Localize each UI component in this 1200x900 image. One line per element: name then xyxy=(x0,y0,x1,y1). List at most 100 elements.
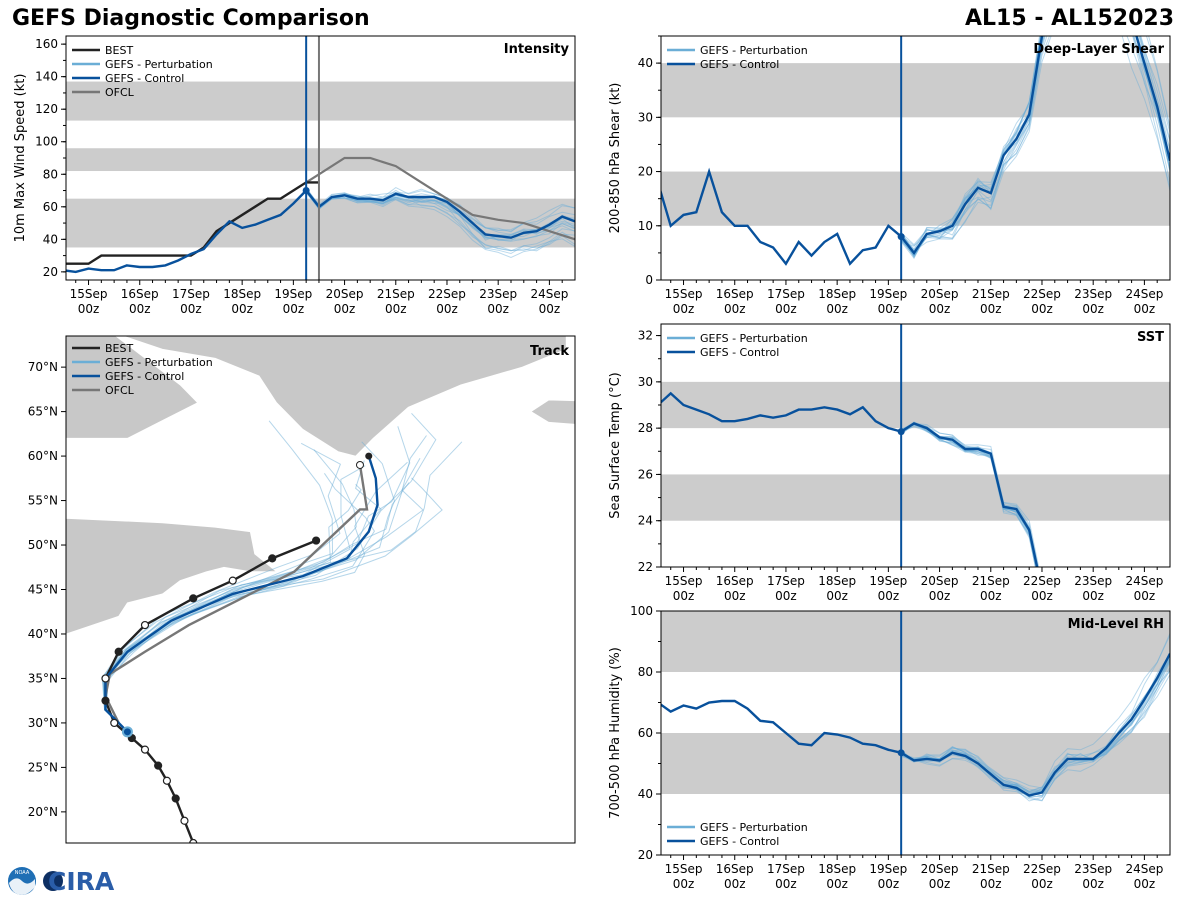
rh-xtick-day: 15Sep xyxy=(665,862,703,876)
track-init-point xyxy=(121,726,133,738)
sst-ytick-label: 24 xyxy=(638,514,653,528)
track-legend-label-perturbation: GEFS - Perturbation xyxy=(105,356,213,369)
rh-xtick-day: 24Sep xyxy=(1125,862,1163,876)
sst-xtick-day: 19Sep xyxy=(869,574,907,588)
shear-xtick-day: 21Sep xyxy=(972,287,1010,301)
shear-xtick-day: 19Sep xyxy=(869,287,907,301)
intensity-xtick-day: 20Sep xyxy=(326,287,364,301)
rh-perturbation-member-7 xyxy=(900,652,1170,798)
sst-xtick-day: 16Sep xyxy=(716,574,754,588)
track-best-point xyxy=(171,794,180,803)
shear-xtick-day: 20Sep xyxy=(921,287,959,301)
track-lat-label: 60°N xyxy=(28,449,58,463)
shear-ytick-label: 20 xyxy=(638,165,653,179)
track-lat-label: 20°N xyxy=(28,805,58,819)
rh-perturbation-member-5 xyxy=(900,657,1170,792)
intensity-ytick-label: 20 xyxy=(43,265,58,279)
rh-control-line xyxy=(661,653,1170,797)
track-best-point xyxy=(101,696,110,705)
track-best-point xyxy=(162,776,172,785)
sst-ytick-label: 26 xyxy=(638,467,653,481)
intensity-xtick-day: 24Sep xyxy=(530,287,568,301)
rh-perturbation-member-9 xyxy=(901,659,1170,802)
rh-init-dot xyxy=(897,749,905,757)
intensity-xtick-day: 19Sep xyxy=(274,287,312,301)
rh-ylabel: 700-500 hPa Humidity (%) xyxy=(608,647,623,819)
track-best-point xyxy=(101,674,110,683)
track-panel: 20°N 25°N 30°N 35°N 40°N 45°N 50°N 55°N 60°N 65°N… xyxy=(28,335,595,844)
noaa-logo-text: NOAA xyxy=(15,870,30,876)
rh-xtick-hour: 00z xyxy=(1082,877,1104,891)
shear-xtick-day: 24Sep xyxy=(1125,287,1163,301)
track-plot-area xyxy=(66,336,595,843)
shear-perturbation-member-15 xyxy=(901,36,1170,247)
shear-title: Deep-Layer Shear xyxy=(1033,42,1164,57)
shear-ytick-label: 30 xyxy=(638,110,653,124)
sst-xtick-hour: 00z xyxy=(1082,589,1104,603)
shear-ylabel: 200-850 hPa Shear (kt) xyxy=(608,83,623,234)
sst-xtick-hour: 00z xyxy=(826,589,848,603)
shear-perturbation-member-14 xyxy=(900,36,1170,252)
shear-perturbation-member-16 xyxy=(900,36,1170,257)
track-lat-label: 40°N xyxy=(28,627,58,641)
track-lat-label: 45°N xyxy=(28,583,58,597)
sst-xtick-hour: 00z xyxy=(775,589,797,603)
rh-perturbation-member-14 xyxy=(900,657,1170,793)
sst-ytick-label: 22 xyxy=(638,560,653,574)
track-best-point xyxy=(114,647,123,656)
shear-perturbation-member-12 xyxy=(900,36,1170,260)
sst-band-0 xyxy=(661,474,1170,521)
rh-ytick-label: 60 xyxy=(638,726,653,740)
intensity-legend-label-control: GEFS - Control xyxy=(105,72,184,85)
shear-xtick-hour: 00z xyxy=(929,302,951,316)
sst-xtick-day: 22Sep xyxy=(1023,574,1061,588)
rh-perturbation-member-3 xyxy=(901,660,1170,802)
shear-band-1 xyxy=(661,63,1170,118)
rh-perturbation-member-6 xyxy=(900,674,1170,792)
track-perturbation-member-13 xyxy=(104,473,375,733)
track-title: Track xyxy=(530,344,569,359)
rh-xtick-day: 23Sep xyxy=(1074,862,1112,876)
shear-xtick-hour: 00z xyxy=(1134,302,1156,316)
intensity-legend-label-best: BEST xyxy=(105,44,133,57)
intensity-xtick-hour: 00z xyxy=(334,302,356,316)
track-lat-label: 35°N xyxy=(28,671,58,685)
intensity-xtick-hour: 00z xyxy=(231,302,253,316)
rh-ytick-label: 20 xyxy=(638,848,653,862)
intensity-ofcl-line xyxy=(305,156,575,241)
rh-xtick-hour: 00z xyxy=(980,877,1002,891)
shear-legend-label-perturbation: GEFS - Perturbation xyxy=(700,44,808,57)
island-2 xyxy=(590,696,595,701)
sst-init-dot xyxy=(897,428,905,436)
intensity-ytick-label: 160 xyxy=(35,37,58,51)
rh-perturbation-member-0 xyxy=(901,655,1170,792)
intensity-xtick-hour: 00z xyxy=(129,302,151,316)
track-legend-label-best: BEST xyxy=(105,342,133,355)
track-legend-label-control: GEFS - Control xyxy=(105,370,184,383)
shear-ytick-label: 0 xyxy=(645,273,653,287)
intensity-perturbation-member-5 xyxy=(305,189,575,241)
intensity-legend-label-ofcl: OFCL xyxy=(105,86,135,99)
shear-xtick-hour: 00z xyxy=(878,302,900,316)
shear-xtick-hour: 00z xyxy=(673,302,695,316)
iceland-landmass xyxy=(530,399,575,425)
intensity-perturbation-member-0 xyxy=(305,190,575,240)
noaa-wave-shape xyxy=(9,878,35,895)
intensity-xtick-hour: 00z xyxy=(487,302,509,316)
intensity-perturbation-member-12 xyxy=(305,190,575,251)
intensity-init-dot xyxy=(302,187,310,195)
intensity-xtick-hour: 00z xyxy=(78,302,100,316)
sst-perturbation-member-5 xyxy=(900,422,1036,567)
shear-xtick-hour: 00z xyxy=(1031,302,1053,316)
rh-xtick-hour: 00z xyxy=(1031,877,1053,891)
intensity-band-1 xyxy=(66,148,575,172)
sst-ytick-label: 28 xyxy=(638,421,653,435)
rh-xtick-hour: 00z xyxy=(929,877,951,891)
shear-xtick-day: 16Sep xyxy=(716,287,754,301)
cira-globe-icon xyxy=(43,871,63,891)
shear-ytick-label: 10 xyxy=(638,219,653,233)
intensity-perturbation-member-11 xyxy=(305,191,575,233)
intensity-title: Intensity xyxy=(504,42,570,57)
intensity-legend-label-perturbation: GEFS - Perturbation xyxy=(105,58,213,71)
